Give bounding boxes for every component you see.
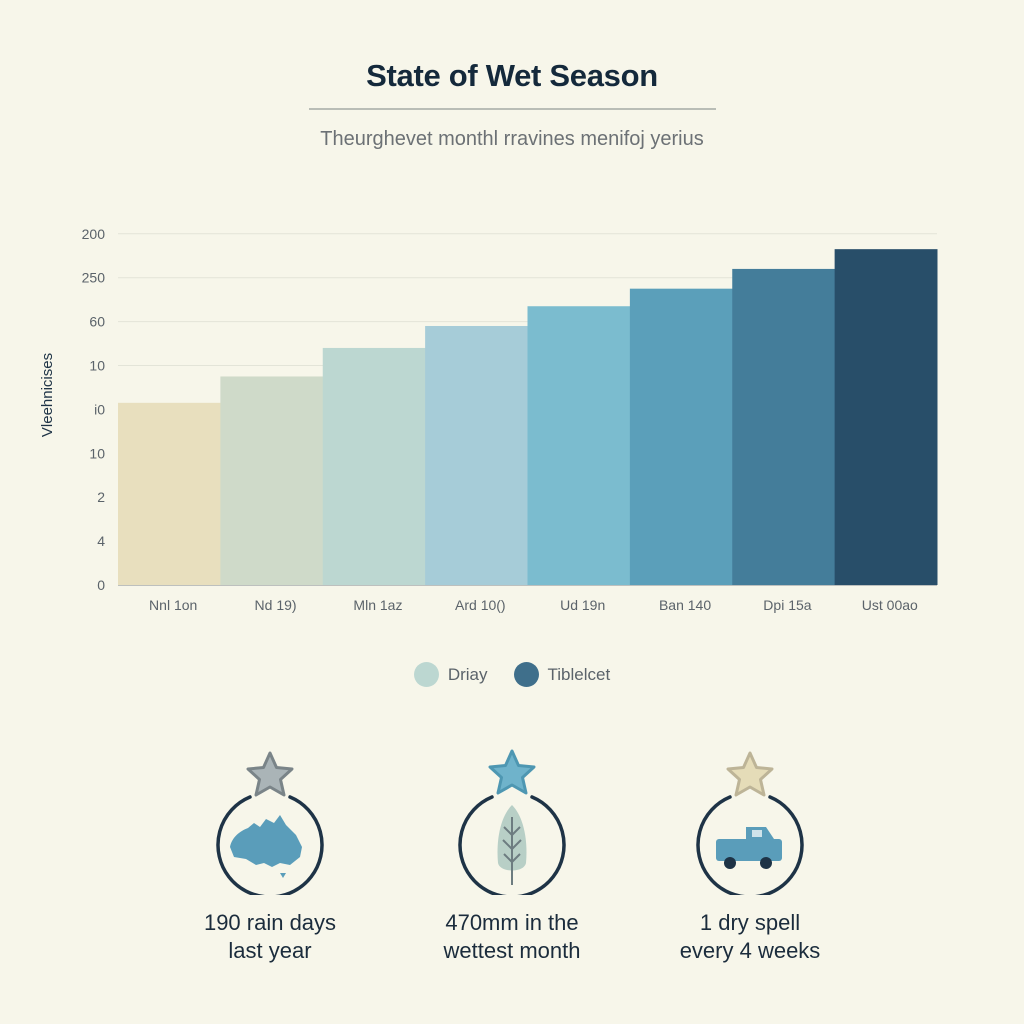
star-icon <box>726 751 774 797</box>
x-tick-label: Nnl 1on <box>149 597 197 613</box>
bar <box>322 347 426 585</box>
y-tick-label: 0 <box>97 577 105 593</box>
x-tick-labels: Nnl 1on Nd 19) Mln 1az Ard 10() Ud 19n Ban 14… <box>149 597 918 613</box>
stat-rain-days-line1: 190 rain days <box>203 910 337 935</box>
legend-label-tiblelcet: Tiblelcet <box>547 664 611 684</box>
y-tick-label: 10 <box>89 358 105 374</box>
y-axis-label: Vleehnicises <box>39 353 56 437</box>
stat-dry-spell-line1: 1 dry spell <box>699 910 801 935</box>
legend-item-driay: Driay <box>413 662 488 687</box>
chart-title: State of Wet Season <box>366 58 658 93</box>
legend: Driay Tiblelcet <box>0 662 1024 687</box>
stat-rain-days-line2: last year <box>228 938 312 963</box>
legend-swatch-tiblelcet <box>513 662 539 687</box>
stat-wettest-month-line2: wettest month <box>443 938 581 963</box>
australia-map-icon <box>216 751 324 895</box>
x-tick-label: Ard 10() <box>455 597 506 613</box>
star-icon <box>246 751 294 797</box>
x-tick-label: Ud 19n <box>560 597 605 613</box>
x-tick-label: Ban 140 <box>659 597 711 613</box>
bar <box>220 376 324 585</box>
bar <box>834 249 938 586</box>
y-tick-label: 2 <box>97 489 105 505</box>
x-tick-label: Nd 19) <box>255 597 297 613</box>
legend-label-driay: Driay <box>447 664 488 684</box>
legend-swatch-driay <box>413 662 439 687</box>
bar <box>732 268 836 585</box>
star-icon <box>488 749 536 795</box>
x-tick-label: Mln 1az <box>353 597 402 613</box>
stat-wettest-month-line1: 470mm in the <box>445 910 579 935</box>
chart-subtitle: Theurghevet monthl rravines menifoj yeri… <box>320 128 704 150</box>
y-tick-label: 60 <box>89 314 105 330</box>
bar <box>629 288 733 585</box>
bars <box>118 249 938 586</box>
y-tick-labels: 0 4 2 10 i0 10 60 250 200 <box>82 226 106 593</box>
y-tick-label: 200 <box>82 226 106 242</box>
truck-icon <box>696 751 804 895</box>
stat-dry-spell-line2: every 4 weeks <box>679 938 821 963</box>
tree-icon <box>458 749 566 895</box>
bar-chart: 0 4 2 10 i0 10 60 250 200 Nnl 1on Nd 19) Mln 1az Ar… <box>39 226 938 613</box>
stat-wettest-month: 470mm in the wettest month <box>392 745 632 965</box>
y-tick-label: 250 <box>82 270 106 286</box>
bar <box>425 325 528 585</box>
stat-rain-days: 190 rain days last year <box>150 745 390 965</box>
x-tick-label: Ust 00ao <box>862 597 918 613</box>
bar <box>118 402 221 585</box>
title-divider <box>309 108 716 110</box>
y-tick-label: i0 <box>94 401 105 417</box>
x-tick-label: Dpi 15a <box>763 597 811 613</box>
bar <box>527 306 631 585</box>
stat-dry-spell: 1 dry spell every 4 weeks <box>630 745 870 965</box>
y-tick-label: 10 <box>89 445 105 461</box>
y-tick-label: 4 <box>97 533 105 549</box>
legend-item-tiblelcet: Tiblelcet <box>513 662 611 687</box>
